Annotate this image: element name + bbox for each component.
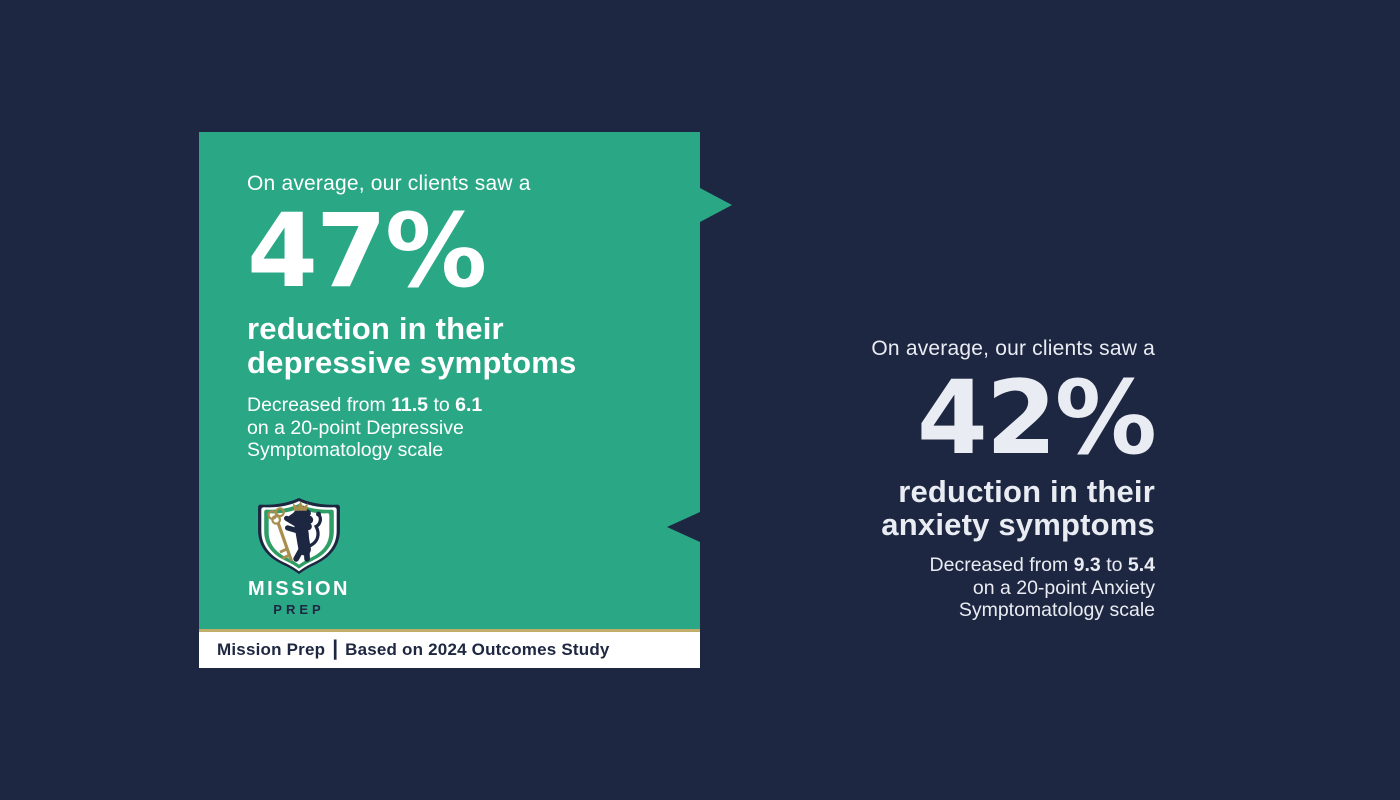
panel-headline-line1: reduction in their bbox=[898, 474, 1155, 509]
panel-headline: reduction in their anxiety symptoms bbox=[871, 475, 1155, 541]
panel-stat-value: 42% bbox=[916, 359, 1157, 478]
card-detail-line3: Symptomatology scale bbox=[247, 439, 444, 461]
depression-stat-card: On average, our clients saw a 47% reduct… bbox=[199, 132, 732, 668]
card-headline-line2: depressive symptoms bbox=[247, 345, 577, 380]
speech-notch-left-icon bbox=[667, 512, 700, 542]
card-stat-value: 47% bbox=[247, 192, 487, 311]
card-intro-text: On average, our clients saw a bbox=[247, 172, 531, 195]
footer-separator: | bbox=[332, 637, 339, 660]
footer-note: Based on 2024 Outcomes Study bbox=[345, 640, 610, 659]
key-icon bbox=[267, 506, 293, 561]
anxiety-stat-panel: On average, our clients saw a 42% reduct… bbox=[871, 337, 1157, 622]
card-detail-line2: on a 20-point Depressive bbox=[247, 416, 464, 439]
panel-detail-line1: Decreased from 9.3 to 5.4 bbox=[929, 554, 1155, 576]
card-detail-line1: Decreased from 11.5 to 6.1 bbox=[247, 394, 483, 416]
shield-icon bbox=[258, 497, 340, 574]
panel-headline-line2: anxiety symptoms bbox=[881, 507, 1155, 542]
card-footer: Mission Prep | Based on 2024 Outcomes St… bbox=[199, 632, 700, 668]
panel-detail-line2: on a 20-point Anxiety bbox=[972, 576, 1155, 599]
logo-wordmark: MISSION bbox=[248, 577, 350, 600]
brand-logo: MISSION PREP bbox=[247, 496, 351, 617]
gold-divider bbox=[199, 629, 700, 632]
card-headline-line1: reduction in their bbox=[247, 311, 504, 346]
footer-brand: Mission Prep bbox=[217, 640, 326, 659]
card-detail-text: Decreased from 11.5 to 6.1 on a 20-point… bbox=[247, 394, 670, 462]
logo-wordmark-sub: PREP bbox=[273, 601, 325, 617]
speech-tail-right-icon bbox=[700, 188, 732, 222]
panel-detail-line3: Symptomatology scale bbox=[958, 599, 1155, 621]
card-body: On average, our clients saw a 47% reduct… bbox=[199, 132, 732, 629]
panel-intro-text: On average, our clients saw a bbox=[871, 337, 1155, 360]
card-headline: reduction in their depressive symptoms bbox=[247, 312, 670, 380]
crown-icon bbox=[292, 500, 309, 511]
panel-detail-text: Decreased from 9.3 to 5.4 on a 20-point … bbox=[871, 554, 1155, 622]
